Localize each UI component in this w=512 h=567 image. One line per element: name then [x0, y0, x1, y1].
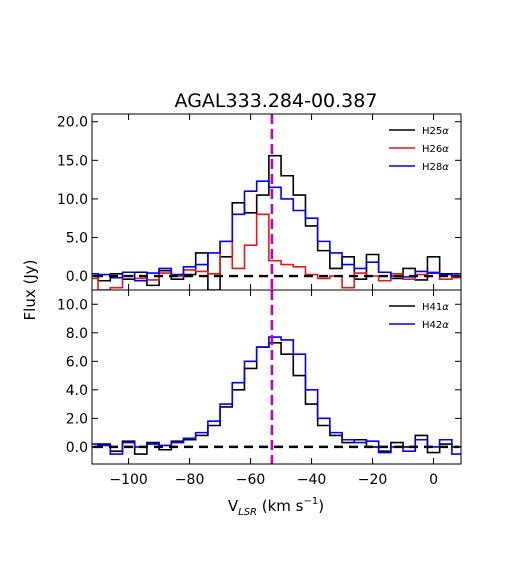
top-legend-label: H26α [422, 144, 449, 155]
top-series-h26-line [92, 213, 461, 290]
bottom-ytick-label: 6.0 [66, 354, 88, 370]
top-legend-label: H28α [422, 162, 449, 173]
xtick-label: −60 [236, 472, 266, 488]
top-series-h25-line [92, 154, 461, 290]
top-series-h28-line [92, 180, 461, 282]
bottom-legend-label: H42α [422, 320, 449, 331]
chart-title: AGAL333.284-00.387 [175, 90, 378, 112]
top-legend-label: H25α [422, 126, 449, 137]
top-panel-frame [91, 113, 462, 291]
bottom-ytick-label: 2.0 [66, 411, 88, 427]
xtick-label: 0 [429, 472, 438, 488]
xtick-label: −100 [109, 472, 147, 488]
svg-text:VLSR (km s−1): VLSR (km s−1) [228, 496, 324, 518]
bottom-series-h42-line [92, 336, 461, 455]
xtick-label: −80 [175, 472, 205, 488]
bottom-legend-label: H41α [422, 302, 449, 313]
bottom-ytick-label: 10.0 [57, 297, 88, 313]
top-ytick-label: 10.0 [57, 192, 88, 208]
bottom-series-h41-line [92, 341, 461, 455]
top-panel: 0.0 5.0 10.0 15.0 20.0 H25α H26α H28α [57, 113, 462, 291]
top-ytick-label: 20.0 [57, 115, 88, 131]
top-ytick-label: 0.0 [66, 269, 88, 285]
bottom-ytick-label: 0.0 [66, 440, 88, 456]
bottom-ytick-label: 4.0 [66, 383, 88, 399]
x-axis-label: VLSR (km s−1) [228, 496, 324, 518]
xtick-label: −40 [297, 472, 327, 488]
y-axis-label: Flux (Jy) [21, 260, 39, 321]
top-ytick-label: 5.0 [66, 231, 88, 247]
bottom-panel: 0.0 2.0 4.0 6.0 8.0 10.0 −100 −80 −60 −40 −20 0 H41… [57, 289, 462, 488]
bottom-panel-frame [91, 289, 462, 465]
xtick-label: −20 [358, 472, 388, 488]
top-ytick-label: 15.0 [57, 153, 88, 169]
bottom-ytick-label: 8.0 [66, 326, 88, 342]
